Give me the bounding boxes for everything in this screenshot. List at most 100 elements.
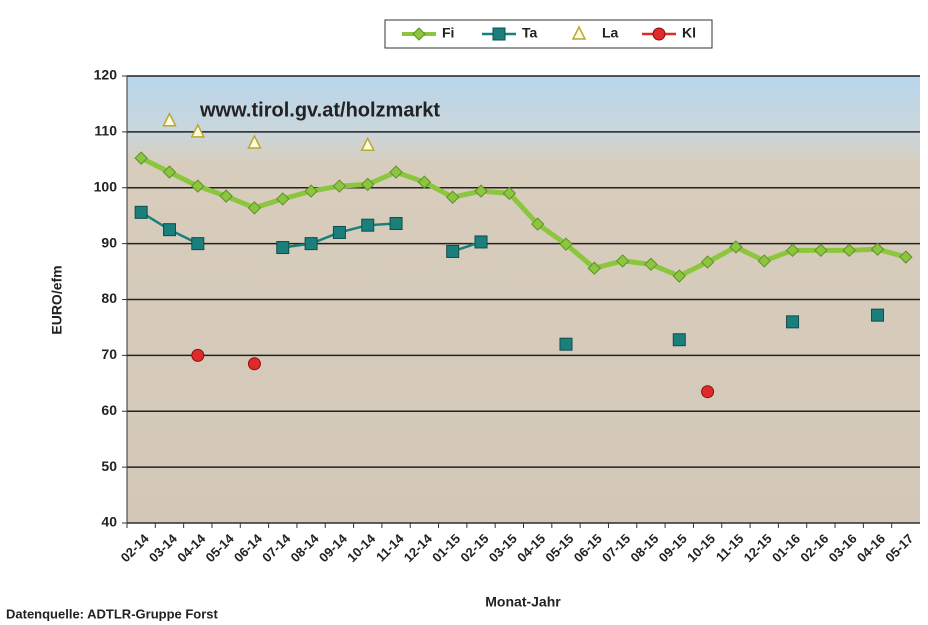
legend-marker (652, 27, 666, 41)
x-tick-label: 05-15 (542, 531, 576, 565)
data-point (134, 151, 148, 165)
data-point (700, 255, 715, 269)
data-point (502, 186, 517, 201)
legend-label: Kl (682, 25, 696, 41)
x-tick-label: 01-16 (769, 531, 803, 565)
y-tick-label: 50 (101, 458, 117, 474)
x-tick-label: 10-15 (684, 531, 718, 565)
data-point (389, 217, 403, 231)
data-point (672, 333, 686, 347)
x-tick-label: 09-15 (656, 531, 690, 565)
data-point (814, 243, 828, 258)
data-point (247, 134, 262, 149)
x-tick-label: 03-14 (146, 530, 181, 565)
x-tick-label: 02-16 (797, 531, 831, 565)
data-point (474, 235, 488, 249)
legend-marker (492, 27, 506, 41)
data-point (785, 243, 800, 258)
y-tick-label: 110 (94, 123, 117, 139)
data-point (304, 237, 318, 251)
data-point (559, 237, 573, 251)
x-axis-label: Monat-Jahr (485, 594, 561, 610)
legend-label: Ta (522, 25, 538, 41)
data-point (899, 250, 913, 264)
y-tick-label: 40 (101, 514, 117, 530)
x-tick-label: 11-15 (713, 531, 747, 565)
data-point (304, 184, 318, 198)
y-axis-label: EURO/efm (49, 265, 65, 334)
x-tick-label: 04-16 (854, 531, 888, 565)
x-tick-label: 02-15 (457, 531, 491, 565)
data-point (276, 241, 290, 255)
data-point (842, 243, 856, 258)
data-point (786, 315, 800, 329)
x-tick-label: 12-15 (741, 531, 775, 565)
data-point (559, 337, 573, 351)
x-tick-label: 06-15 (571, 531, 605, 565)
data-point (162, 223, 176, 237)
data-point (361, 218, 375, 232)
legend: Fi Ta La Kl (402, 25, 696, 41)
data-point (360, 136, 375, 152)
x-tick-label: 04-15 (514, 531, 548, 565)
data-point (332, 225, 346, 239)
x-tick-label: 01-15 (429, 531, 463, 565)
x-tick-label: 08-15 (627, 531, 661, 565)
data-point (474, 184, 488, 198)
series-line (140, 155, 907, 279)
data-point (276, 192, 290, 206)
x-tick-label: 02-14 (118, 530, 153, 565)
y-tick-label: 70 (101, 346, 117, 362)
x-tick-label: 11-14 (373, 530, 407, 564)
data-point (701, 385, 715, 399)
data-point (757, 254, 771, 268)
data-point (389, 165, 403, 179)
x-tick-label: 08-14 (288, 530, 323, 565)
data-point (871, 308, 885, 322)
data-point (247, 201, 262, 215)
data-point (445, 190, 460, 204)
data-point (672, 269, 686, 283)
source: Datenquelle: ADTLR-Gruppe Forst (6, 606, 219, 621)
data-point (729, 240, 743, 254)
data-point (162, 112, 177, 127)
x-tick-label: 06-14 (231, 530, 266, 565)
y-tick-label: 120 (94, 67, 118, 83)
legend-marker (571, 25, 587, 40)
x-tick-label: 03-16 (826, 531, 860, 565)
y-tick-label: 80 (101, 290, 117, 306)
data-point (417, 175, 432, 189)
annotation: www.tirol.gv.at/holzmarkt (199, 99, 440, 121)
legend-marker (412, 27, 426, 41)
data-point (190, 123, 206, 138)
y-tick-label: 60 (101, 402, 117, 418)
data-point (191, 179, 205, 193)
data-point (615, 254, 630, 268)
x-tick-label: 07-14 (259, 530, 294, 565)
x-tick-label: 03-15 (486, 531, 520, 565)
data-point (332, 179, 347, 193)
x-tick-label: 10-14 (344, 530, 379, 565)
x-tick-label: 04-14 (174, 530, 209, 565)
data-point (587, 261, 602, 275)
data-point (247, 357, 261, 371)
data-point (134, 205, 148, 219)
x-tick-label: 12-14 (401, 530, 436, 565)
x-tick-label: 09-14 (316, 530, 351, 565)
data-point (446, 244, 460, 258)
data-point (644, 257, 658, 272)
data-point (191, 348, 205, 362)
legend-label: La (602, 25, 619, 41)
x-tick-label: 05-14 (203, 530, 238, 565)
x-tick-label: 05-17 (882, 531, 916, 565)
y-tick-label: 90 (101, 234, 117, 250)
data-point (530, 217, 545, 231)
data-point (870, 242, 885, 256)
data-point (361, 177, 375, 192)
x-tick-label: 07-15 (599, 531, 633, 565)
data-point (191, 237, 205, 251)
data-point (162, 165, 177, 179)
legend-label: Fi (442, 25, 454, 41)
y-tick-label: 100 (94, 178, 118, 194)
